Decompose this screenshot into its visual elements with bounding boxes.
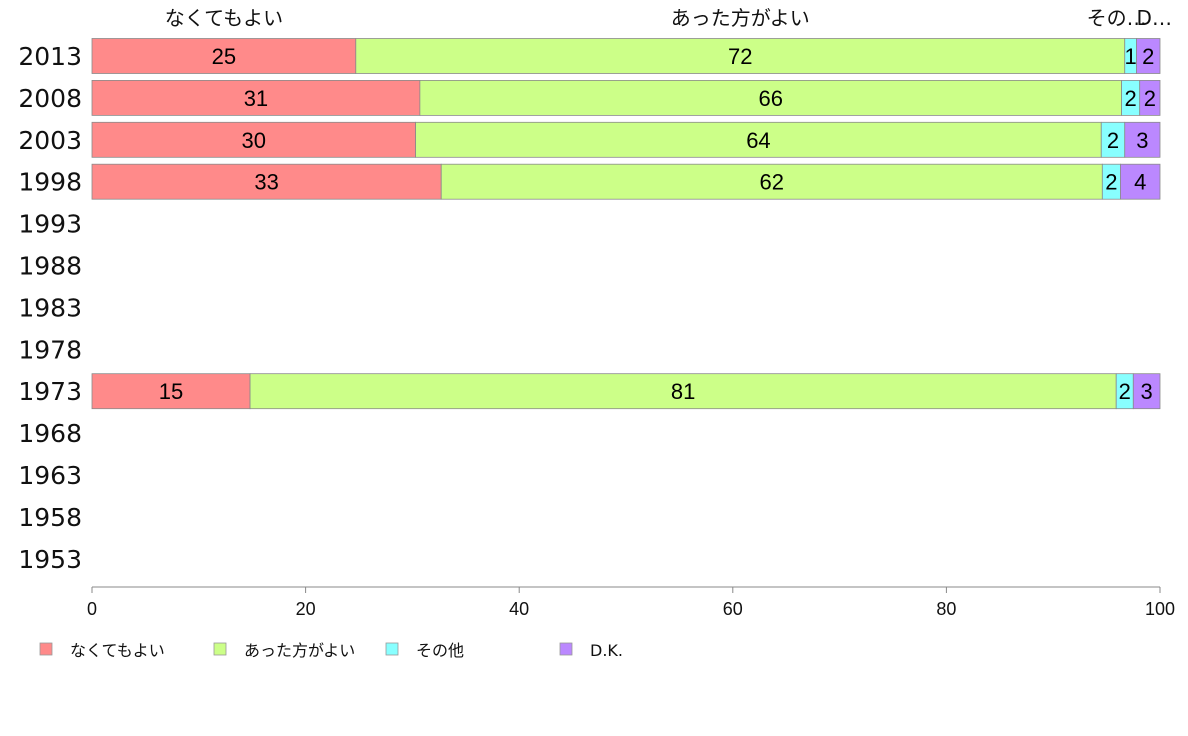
bar-segment — [1136, 38, 1161, 74]
data-label: 2 — [1144, 86, 1156, 111]
y-tick-label: 1993 — [18, 210, 82, 239]
data-label: 3 — [1136, 128, 1148, 153]
bar-segment — [419, 80, 1122, 116]
bar-segment — [91, 80, 421, 116]
data-label: 66 — [758, 86, 782, 111]
data-label: 25 — [212, 44, 236, 69]
data-label: 33 — [254, 170, 278, 195]
bar-segment — [91, 163, 442, 200]
y-tick-label: 1963 — [18, 461, 82, 490]
legend-label: その他 — [416, 641, 464, 660]
x-tick-label: 40 — [509, 599, 529, 619]
data-label: 2 — [1125, 86, 1137, 111]
data-label: 1 — [1125, 44, 1137, 69]
y-tick-label: 1983 — [18, 293, 82, 322]
bar-segment — [415, 121, 1102, 158]
y-tick-label: 2008 — [18, 84, 82, 113]
legend-swatch — [559, 642, 573, 656]
x-tick-label: 80 — [936, 599, 956, 619]
top-category-label: その… — [1087, 6, 1147, 30]
data-label: 72 — [728, 44, 752, 69]
bar-segment — [91, 38, 357, 74]
data-label: 30 — [242, 128, 266, 153]
legend-swatch — [213, 642, 227, 656]
data-label: 4 — [1134, 170, 1146, 195]
top-category-label: あった方がよい — [671, 6, 810, 30]
data-label: 2 — [1142, 44, 1154, 69]
y-tick-label: 2013 — [18, 42, 82, 71]
data-label: 62 — [760, 170, 784, 195]
bar-segment — [249, 373, 1117, 410]
data-label: 64 — [746, 128, 770, 153]
data-label: 2 — [1105, 170, 1117, 195]
bar-segment — [1124, 121, 1161, 158]
y-tick-label: 1968 — [18, 419, 82, 448]
data-label: 31 — [244, 86, 268, 111]
y-tick-label: 1998 — [18, 168, 82, 197]
legend-label: D.K. — [590, 641, 623, 660]
bar-segment — [91, 121, 417, 158]
top-category-label: なくてもよい — [165, 6, 283, 30]
data-label: 81 — [671, 379, 695, 404]
x-tick-label: 0 — [87, 599, 97, 619]
bar-segment — [91, 373, 251, 410]
top-category-label: D… — [1137, 6, 1172, 30]
x-tick-label: 60 — [723, 599, 743, 619]
y-tick-label: 1988 — [18, 252, 82, 281]
data-label: 15 — [159, 379, 183, 404]
bar-segment — [1132, 373, 1161, 410]
bar-segment — [440, 163, 1103, 200]
legend-label: なくてもよい — [70, 641, 165, 660]
y-tick-label: 1953 — [18, 545, 82, 574]
y-tick-label: 2003 — [18, 126, 82, 155]
y-tick-label: 1978 — [18, 335, 82, 364]
x-tick-label: 20 — [296, 599, 316, 619]
bar-segment — [1139, 80, 1161, 116]
y-tick-label: 1973 — [18, 377, 82, 406]
legend-label: あった方がよい — [244, 641, 355, 660]
data-label: 2 — [1119, 379, 1131, 404]
bar-segment — [355, 38, 1126, 74]
data-label: 2 — [1107, 128, 1119, 153]
x-tick-label: 100 — [1145, 599, 1175, 619]
legend-swatch — [385, 642, 399, 656]
data-label: 3 — [1141, 379, 1153, 404]
legend-swatch — [39, 642, 53, 656]
y-tick-label: 1958 — [18, 503, 82, 532]
bar-segment — [1120, 163, 1161, 200]
